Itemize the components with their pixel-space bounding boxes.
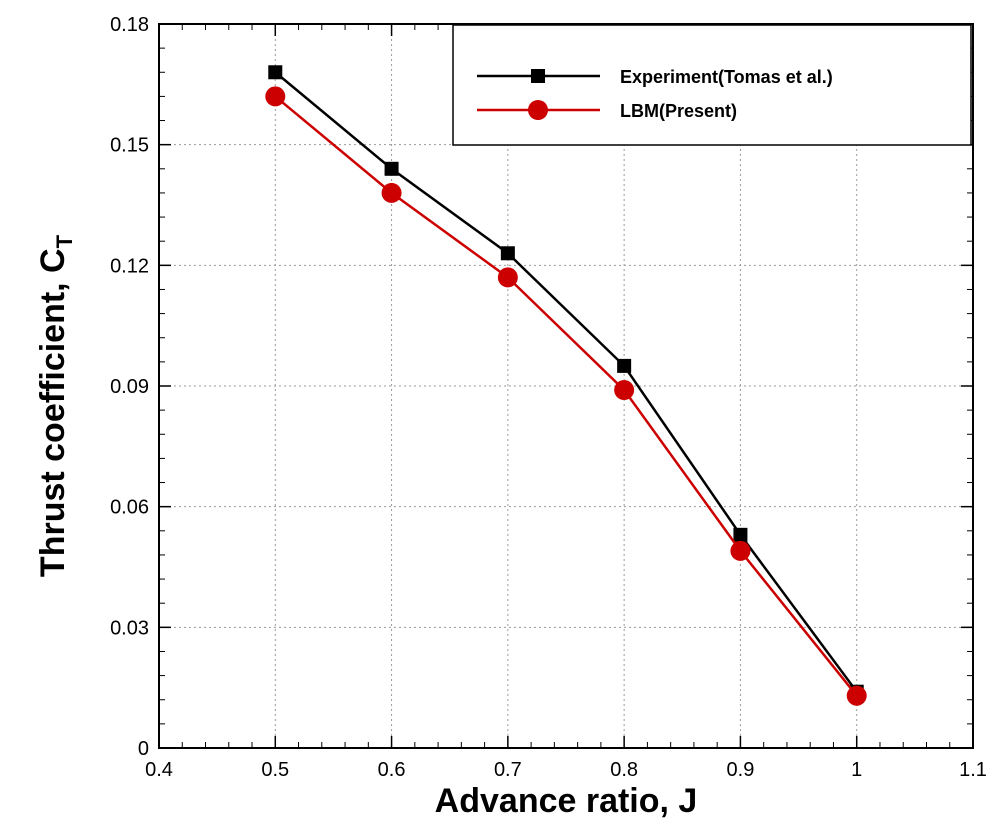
series — [265, 65, 867, 706]
y-tick-label: 0.09 — [110, 376, 149, 398]
x-tick-label: 0.8 — [610, 759, 638, 781]
data-point-lbm — [381, 182, 402, 203]
y-axis-title-main: Thrust coefficient, C — [34, 248, 72, 577]
y-tick-label: 0.15 — [110, 135, 149, 157]
series-line-experiment — [274, 71, 858, 693]
legend-label-experiment: Experiment(Tomas et al.) — [620, 67, 833, 87]
series-line-lbm — [274, 95, 858, 697]
data-point-lbm — [265, 86, 286, 107]
legend: Experiment(Tomas et al.) LBM(Present) — [452, 24, 972, 146]
data-point-experiment — [384, 161, 399, 176]
data-point-lbm — [846, 685, 867, 706]
legend-label-lbm: LBM(Present) — [620, 101, 737, 121]
x-tick-label: 0.7 — [494, 759, 522, 781]
y-tick-label: 0.06 — [110, 497, 149, 519]
data-point-experiment — [268, 65, 283, 80]
data-point-lbm — [497, 267, 518, 288]
legend-marker-lbm — [528, 100, 548, 120]
y-axis-title: Thrust coefficient, CT — [34, 234, 77, 577]
plot-frame — [158, 23, 974, 749]
x-axis-title: Advance ratio, J — [435, 782, 698, 820]
tick-labels: 0.4 0.5 0.6 0.7 0.8 0.9 1 1.1 0 0.03 0.06 0.09 0.12 0… — [110, 14, 987, 781]
y-axis-title-subscript: T — [52, 234, 77, 248]
legend-box — [452, 24, 972, 146]
x-tick-label: 0.9 — [727, 759, 755, 781]
x-tick-label: 1.1 — [959, 759, 987, 781]
x-tick-label: 0.6 — [378, 759, 406, 781]
y-tick-label: 0.03 — [110, 617, 149, 639]
legend-marker-experiment — [531, 69, 545, 83]
y-tick-label: 0.12 — [110, 255, 149, 277]
data-point-lbm — [730, 540, 751, 561]
x-tick-label: 0.5 — [261, 759, 289, 781]
y-tick-label: 0.18 — [110, 14, 149, 36]
x-tick-label: 0.4 — [145, 759, 173, 781]
data-point-experiment — [500, 246, 515, 261]
x-tick-label: 1 — [851, 759, 862, 781]
data-point-experiment — [733, 527, 748, 542]
data-point-experiment — [617, 358, 632, 373]
y-tick-label: 0 — [138, 738, 149, 760]
data-point-lbm — [614, 380, 635, 401]
